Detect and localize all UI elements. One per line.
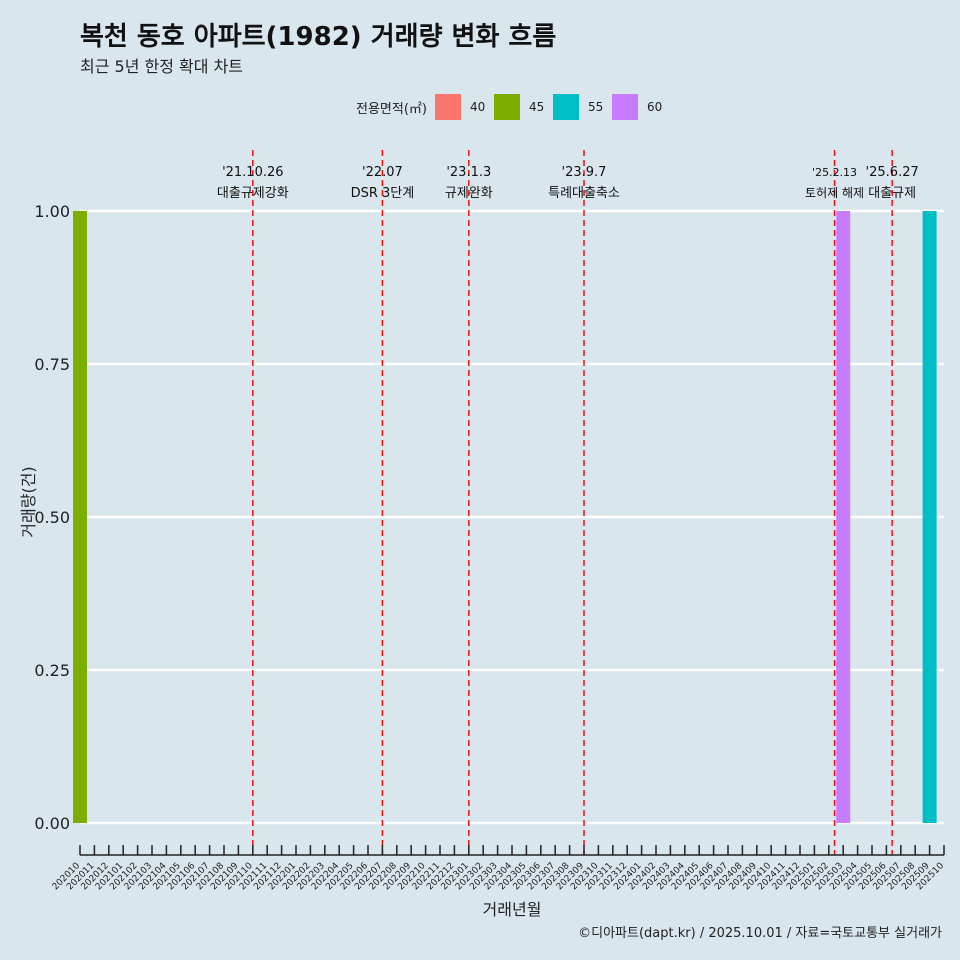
legend-swatch-45 — [493, 94, 520, 120]
legend-label-60: 60 — [646, 100, 663, 114]
legend-item-60: 60 — [611, 94, 667, 120]
event-label-2: 규제완화 — [445, 186, 493, 201]
event-label-3: 특례대출축소 — [548, 186, 620, 201]
legend-title: 전용면적(㎡) — [356, 101, 427, 117]
legend-item-40: 40 — [434, 94, 490, 120]
legend-item-45: 45 — [493, 94, 549, 120]
event-label-4: 토허제 해제 — [805, 186, 864, 200]
event-date-0: '21.10.26 — [222, 165, 283, 180]
legend-swatch-60 — [611, 94, 638, 120]
bar-202503-60 — [836, 211, 851, 823]
event-date-2: '23.1.3 — [446, 165, 491, 180]
event-date-5: '25.6.27 — [866, 165, 919, 180]
legend: 전용면적(㎡) 40 45 55 60 — [356, 93, 671, 121]
x-axis-title: 거래년월 — [483, 900, 542, 919]
legend-label-55: 55 — [587, 100, 604, 114]
y-tick-label-1.00: 1.00 — [34, 202, 70, 221]
event-date-4: '25.2.13 — [812, 166, 857, 179]
legend-swatch-40 — [434, 94, 461, 120]
event-label-0: 대출규제강화 — [217, 186, 289, 201]
chart-subtitle: 최근 5년 한정 확대 차트 — [80, 57, 244, 76]
y-tick-label-0.00: 0.00 — [34, 814, 70, 833]
event-label-1: DSR 3단계 — [351, 186, 415, 201]
y-axis-title: 거래량(건) — [19, 466, 38, 537]
y-tick-label-0.75: 0.75 — [34, 355, 70, 374]
legend-item-55: 55 — [552, 94, 608, 120]
source-caption: ©디아파트(dapt.kr) / 2025.10.01 / 자료=국토교통부 실… — [578, 926, 942, 941]
legend-label-40: 40 — [469, 100, 486, 114]
event-date-1: '22.07 — [362, 165, 403, 180]
event-label-5: 대출규제 — [868, 186, 916, 201]
chart-title: 복천 동호 아파트(1982) 거래량 변화 흐름 — [80, 22, 557, 52]
legend-swatch-55 — [552, 94, 579, 120]
event-date-3: '23.9.7 — [562, 165, 607, 180]
bar-202509-55 — [922, 211, 937, 823]
bar-202010-45 — [73, 211, 87, 823]
y-tick-label-0.25: 0.25 — [34, 661, 70, 680]
y-tick-label-0.50: 0.50 — [34, 508, 70, 527]
legend-label-45: 45 — [528, 100, 545, 114]
